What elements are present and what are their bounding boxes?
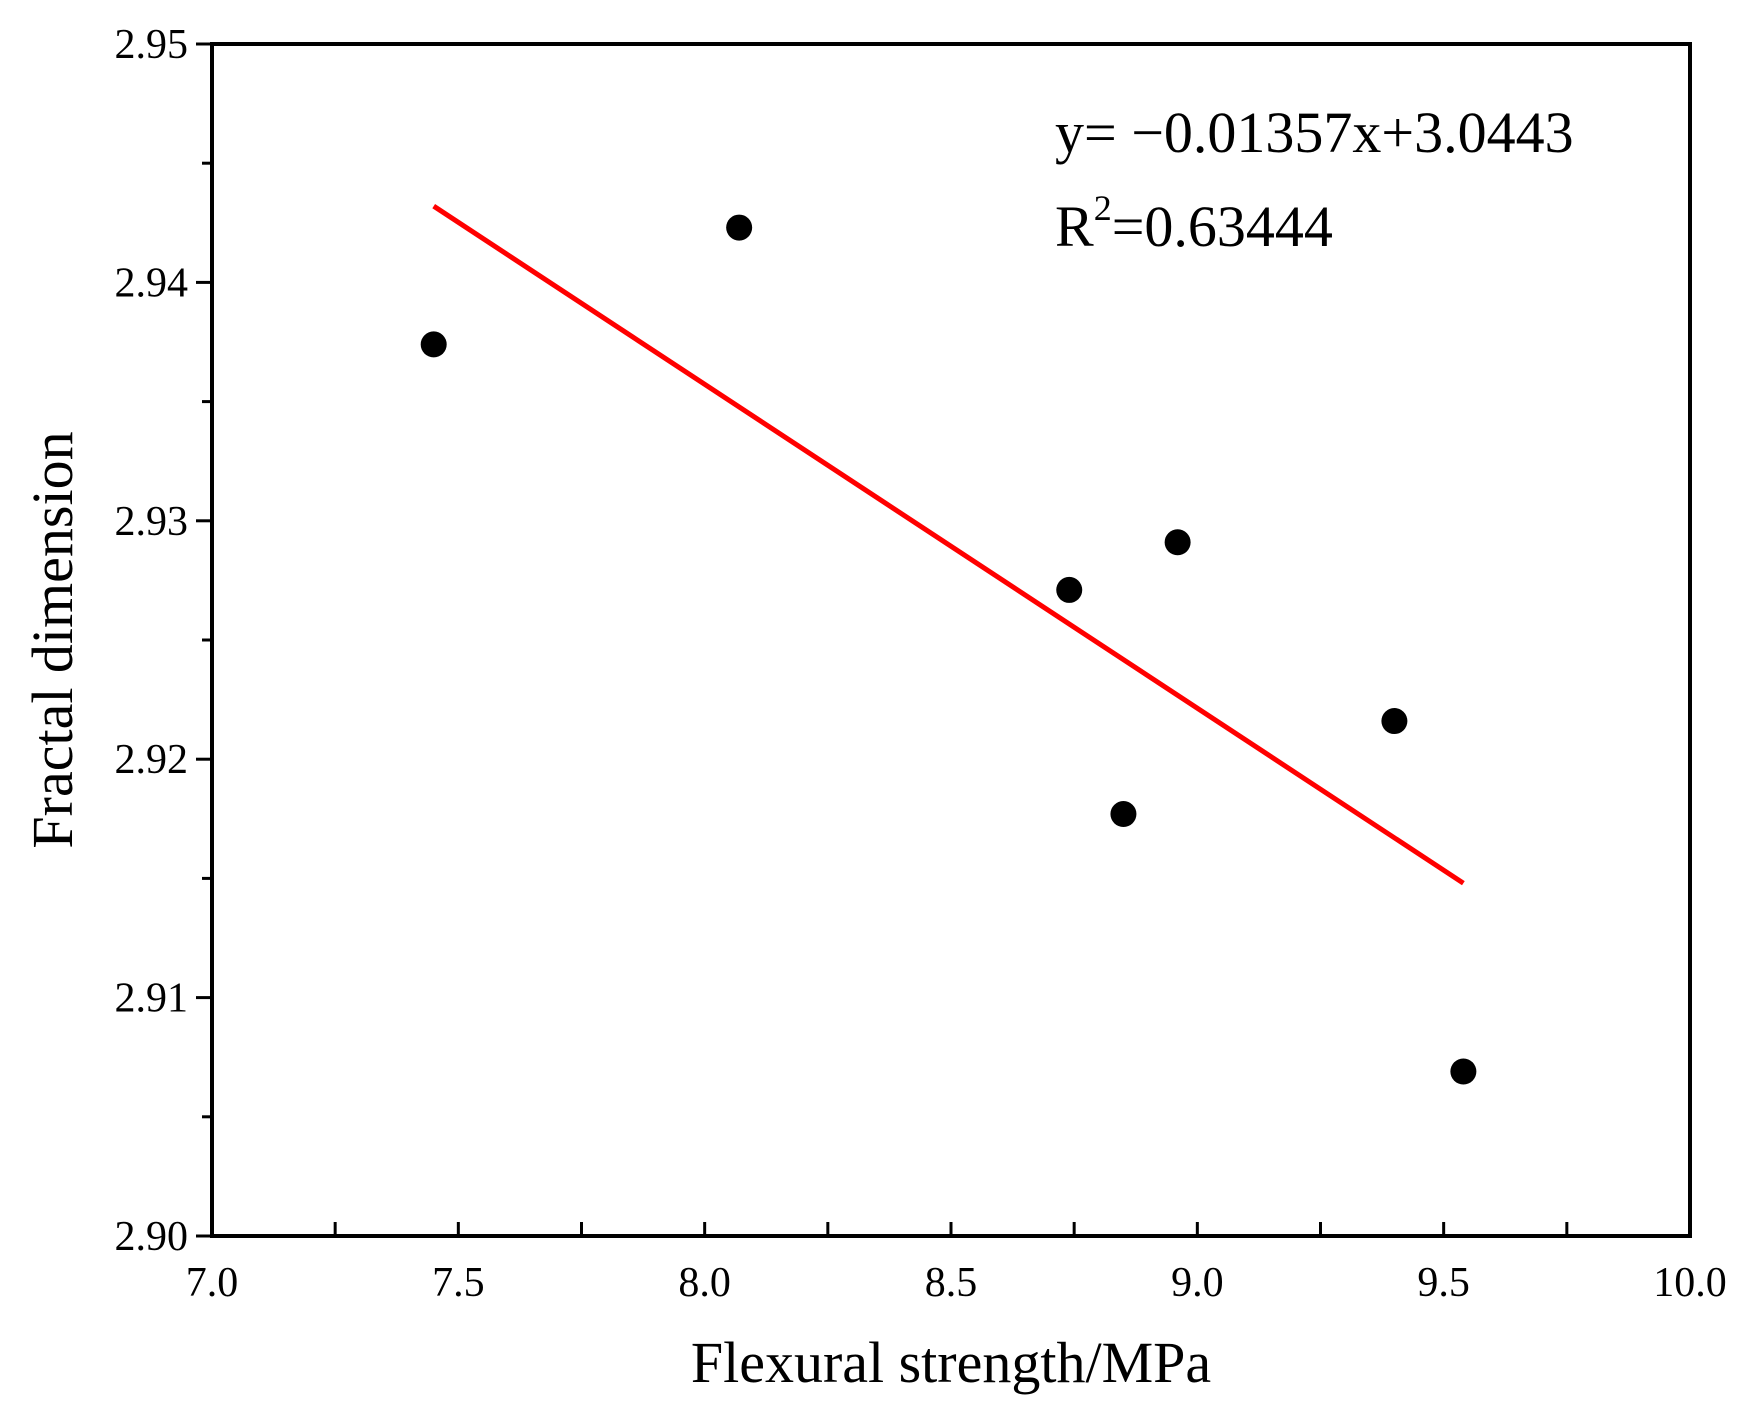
y-tick-label: 2.90 — [115, 1214, 189, 1260]
x-tick-label: 10.0 — [1653, 1260, 1727, 1306]
fit-line — [432, 204, 1465, 886]
x-tick-label: 8.0 — [678, 1260, 731, 1306]
r-squared-prefix: R — [1055, 194, 1094, 259]
fit-equation: y= −0.01357x+3.0443 — [1055, 100, 1574, 165]
data-point — [1164, 529, 1191, 556]
data-point — [420, 331, 447, 358]
y-tick-label: 2.93 — [115, 499, 189, 545]
r-squared-value: =0.63444 — [1112, 194, 1333, 259]
data-point — [1110, 801, 1137, 828]
axis-ticks — [196, 42, 1569, 1238]
x-tick-labels: 7.0 7.5 8.0 8.5 9.0 9.5 10.0 — [186, 1260, 1727, 1306]
x-axis-title: Flexural strength/MPa — [691, 1330, 1211, 1395]
x-tick-label: 9.5 — [1417, 1260, 1470, 1306]
y-tick-labels: 2.90 2.91 2.92 2.93 2.94 2.95 — [115, 22, 189, 1260]
x-tick-label: 7.0 — [186, 1260, 239, 1306]
y-tick-label: 2.94 — [115, 260, 189, 306]
y-tick-label: 2.91 — [115, 976, 189, 1022]
fit-line-layer — [432, 204, 1465, 886]
x-tick-label: 8.5 — [925, 1260, 978, 1306]
x-tick-label: 9.0 — [1171, 1260, 1224, 1306]
y-axis-title: Fractal dimension — [20, 431, 85, 848]
data-point — [1450, 1058, 1477, 1085]
y-tick-label: 2.92 — [115, 737, 189, 783]
plot-frame — [210, 42, 1692, 1238]
x-tick-label: 7.5 — [432, 1260, 485, 1306]
data-point — [726, 214, 753, 241]
data-point — [1381, 708, 1408, 735]
y-tick-label: 2.95 — [115, 22, 189, 68]
r-squared-superscript: 2 — [1094, 188, 1112, 228]
data-points-layer — [420, 214, 1477, 1085]
r-squared-annotation: R2=0.63444 — [1055, 188, 1333, 259]
data-point — [1056, 576, 1083, 603]
